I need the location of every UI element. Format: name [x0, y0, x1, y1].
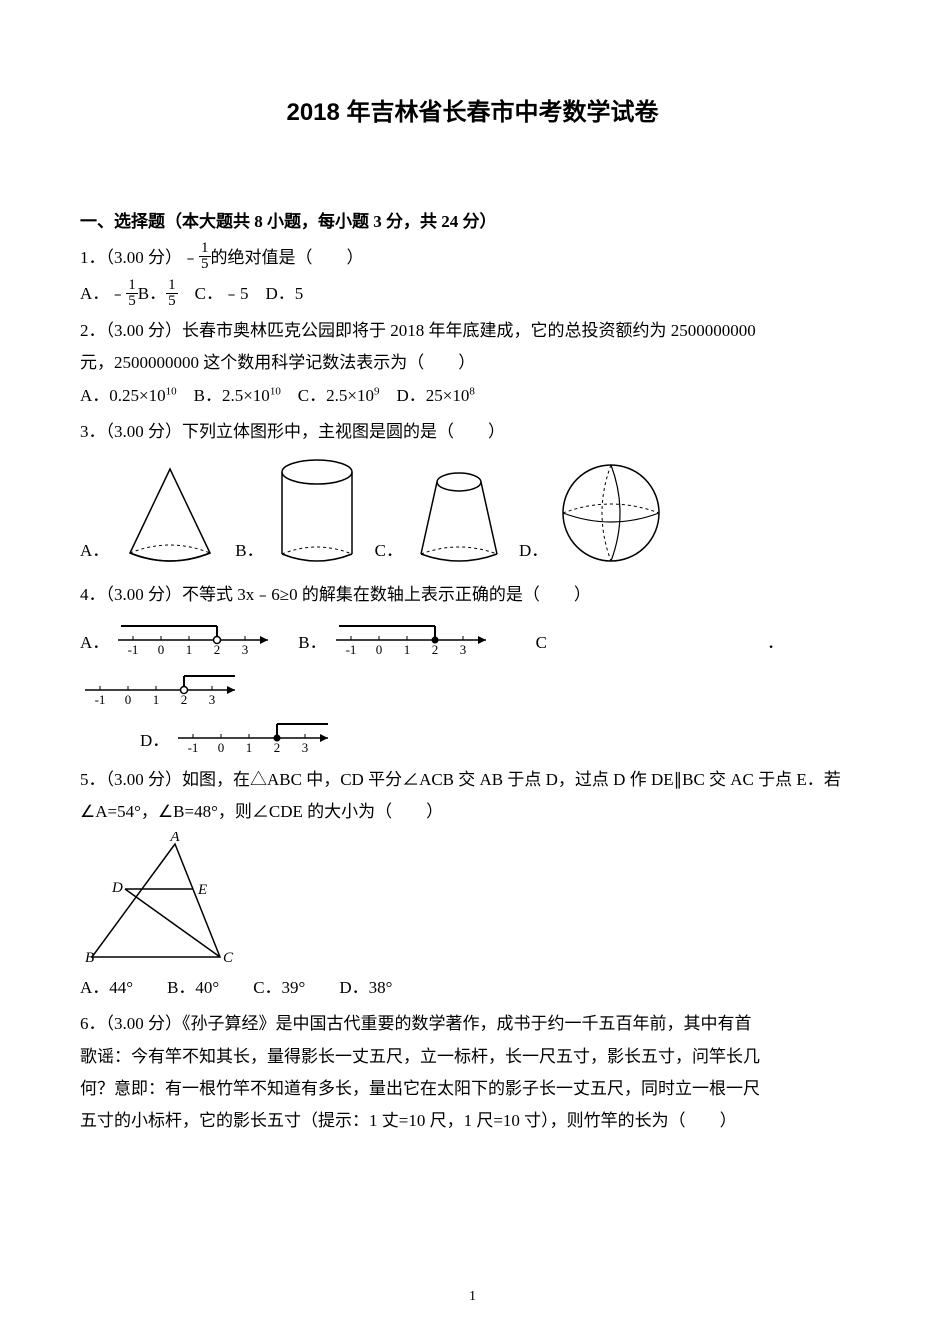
- q6-line1: 6．（3.00 分）《孙子算经》是中国古代重要的数学著作，成书于约一千五百年前，…: [80, 1008, 865, 1040]
- q5-line2: ∠A=54°，∠B=48°，则∠CDE 的大小为（ ）: [80, 796, 865, 828]
- svg-text:2: 2: [431, 642, 438, 657]
- q3-stem: 3．（3.00 分）下列立体图形中，主视图是圆的是（ ）: [80, 416, 865, 448]
- svg-text:0: 0: [375, 642, 382, 657]
- svg-text:-1: -1: [128, 642, 139, 657]
- question-5: 5．（3.00 分）如图，在△ABC 中，CD 平分∠ACB 交 AB 于点 D…: [80, 764, 865, 829]
- q4-optD: D． -1 0 1 2 3: [140, 716, 338, 758]
- exam-title: 2018 年吉林省长春市中考数学试卷: [80, 90, 865, 136]
- svg-text:3: 3: [459, 642, 466, 657]
- q1-optA-pre: A．﹣: [80, 284, 126, 303]
- question-4: 4．（3.00 分）不等式 3x﹣6≥0 的解集在数轴上表示正确的是（ ）: [80, 579, 865, 611]
- svg-text:C: C: [223, 950, 234, 966]
- svg-text:0: 0: [158, 642, 165, 657]
- question-1: 1．（3.00 分）﹣15的绝对值是（ ）: [80, 242, 865, 275]
- svg-text:D: D: [111, 880, 123, 896]
- q4-stem: 4．（3.00 分）不等式 3x﹣6≥0 的解集在数轴上表示正确的是（ ）: [80, 579, 865, 611]
- q4-options-row1: A． -1 0 1 2 3 B． -1 0 1 2: [80, 618, 865, 710]
- q3-optD: D．: [519, 456, 669, 571]
- q3-optB: B．: [235, 456, 364, 571]
- q2-line2: 元，2500000000 这个数用科学记数法表示为（ ）: [80, 347, 865, 379]
- q4-options-row2: D． -1 0 1 2 3: [140, 716, 865, 758]
- q1-stem-post: 的绝对值是（ ）: [211, 248, 364, 267]
- q3-shapes: A． B． C． D．: [80, 456, 865, 571]
- svg-text:2: 2: [274, 740, 281, 755]
- question-6: 6．（3.00 分）《孙子算经》是中国古代重要的数学著作，成书于约一千五百年前，…: [80, 1008, 865, 1137]
- q1-stem-pre: 1．（3.00 分）﹣: [80, 248, 199, 267]
- svg-text:3: 3: [209, 692, 216, 707]
- q2-line1: 2．（3.00 分）长春市奥林匹克公园即将于 2018 年年底建成，它的总投资额…: [80, 315, 865, 347]
- q4-optB: B． -1 0 1 2 3: [298, 618, 495, 660]
- frustum-icon: [409, 466, 509, 571]
- numberline-d-icon: -1 0 1 2 3: [173, 716, 338, 758]
- q2-options: A．0.25×1010 B．2.5×1010 C．2.5×109 D．25×10…: [80, 380, 865, 412]
- svg-text:0: 0: [218, 740, 225, 755]
- svg-text:1: 1: [403, 642, 410, 657]
- numberline-c-icon: -1 0 1 2 3: [80, 668, 245, 710]
- q3-optC: C．: [375, 466, 509, 571]
- svg-text:A: A: [169, 832, 180, 845]
- q5-line1: 5．（3.00 分）如图，在△ABC 中，CD 平分∠ACB 交 AB 于点 D…: [80, 764, 865, 796]
- q6-line4: 五寸的小标杆，它的影长五寸（提示：1 丈=10 尺，1 尺=10 寸），则竹竿的…: [80, 1105, 865, 1137]
- triangle-diagram-icon: A B C D E: [80, 832, 250, 972]
- numberline-b-icon: -1 0 1 2 3: [331, 618, 496, 660]
- q6-line3: 何？意即：有一根竹竿不知道有多长，量出它在太阳下的影子长一丈五尺，同时立一根一尺: [80, 1073, 865, 1105]
- svg-text:1: 1: [246, 740, 253, 755]
- q1-frac: 15: [199, 241, 211, 272]
- q1-optB-frac: 15: [166, 278, 178, 309]
- q4-optC: C: [536, 627, 547, 659]
- q1-optA-frac: 15: [126, 278, 138, 309]
- cylinder-icon: [270, 456, 365, 571]
- svg-text:-1: -1: [188, 740, 199, 755]
- q5-options: A．44° B．40° C．39° D．38°: [80, 972, 865, 1004]
- q3-optA: A．: [80, 461, 225, 571]
- svg-text:1: 1: [153, 692, 160, 707]
- q6-line2: 歌谣：今有竿不知其长，量得影长一丈五尺，立一标杆，长一尺五寸，影长五寸，问竿长几: [80, 1041, 865, 1073]
- svg-text:0: 0: [125, 692, 132, 707]
- q4-optA: A． -1 0 1 2 3: [80, 618, 278, 660]
- question-2: 2．（3.00 分）长春市奥林匹克公园即将于 2018 年年底建成，它的总投资额…: [80, 315, 865, 412]
- section-header: 一、选择题（本大题共 8 小题，每小题 3 分，共 24 分）: [80, 206, 865, 238]
- q1-optCD: C．﹣5 D．5: [178, 284, 304, 303]
- svg-text:B: B: [85, 950, 94, 966]
- svg-text:-1: -1: [95, 692, 106, 707]
- q4-optC-graph: -1 0 1 2 3: [80, 668, 245, 710]
- svg-text:-1: -1: [345, 642, 356, 657]
- q1-optB-pre: B．: [138, 284, 166, 303]
- page-number: 1: [469, 1284, 476, 1311]
- question-3: 3．（3.00 分）下列立体图形中，主视图是圆的是（ ）: [80, 416, 865, 448]
- q1-options: A．﹣15B．15 C．﹣5 D．5: [80, 278, 865, 311]
- sphere-icon: [554, 456, 669, 571]
- cone-icon: [115, 461, 225, 571]
- svg-text:3: 3: [302, 740, 309, 755]
- svg-text:1: 1: [186, 642, 193, 657]
- numberline-a-icon: -1 0 1 2 3: [113, 618, 278, 660]
- svg-text:3: 3: [242, 642, 249, 657]
- svg-text:E: E: [197, 882, 207, 898]
